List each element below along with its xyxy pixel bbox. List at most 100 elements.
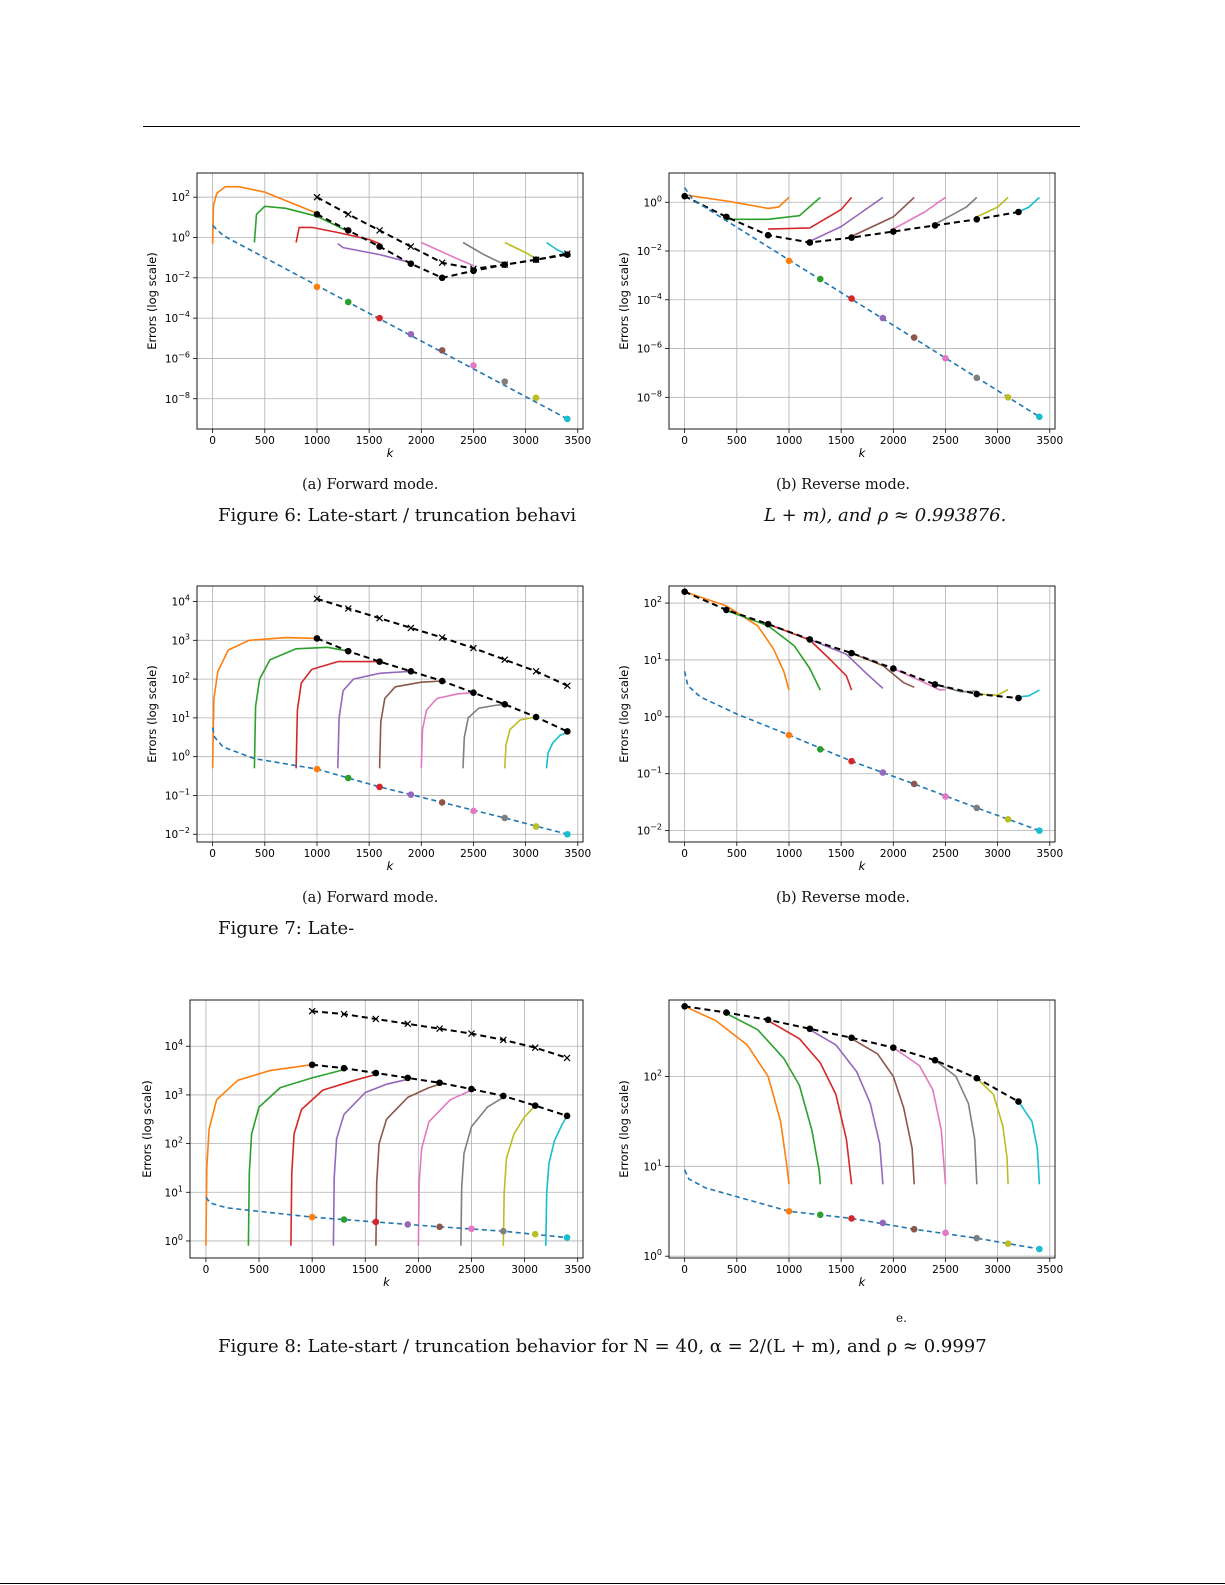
x-tick-label: 1000 — [776, 435, 803, 447]
series-dot — [816, 1211, 824, 1219]
fig6a-chart: 0 500 1000 1500 2000 2500 3000 3500 102 100 10−2 10… — [145, 172, 591, 460]
series-dot — [1036, 413, 1043, 421]
x-tick-label: 500 — [255, 848, 275, 860]
series-line — [768, 196, 853, 230]
y-tick-label: 100 — [165, 1233, 183, 1248]
series-line — [726, 196, 821, 221]
x-tick-label: 1000 — [299, 1264, 326, 1276]
series-marker — [313, 635, 321, 642]
series-dot — [376, 783, 383, 791]
series-marker — [532, 256, 540, 263]
series-dot — [344, 774, 352, 782]
y-tick-label: 10−4 — [637, 292, 662, 307]
series-marker — [532, 713, 540, 721]
series-dot — [407, 330, 415, 338]
series-dot — [785, 257, 793, 265]
y-tick-label: 10−4 — [165, 310, 190, 325]
series-marker — [848, 1034, 855, 1042]
series-marker — [889, 665, 897, 672]
y-axis-label: Errors (log scale) — [140, 1080, 154, 1177]
fig6b-subcaption: (b) Reverse mode. — [776, 477, 910, 493]
series-line — [504, 241, 537, 260]
series-dot — [816, 275, 824, 283]
y-axis-label: Errors (log scale) — [145, 665, 159, 762]
series-line — [420, 691, 474, 769]
x-tick-label: 1000 — [776, 848, 803, 860]
series-line — [684, 195, 1019, 244]
series-line — [684, 1005, 1019, 1103]
series-line — [683, 187, 1040, 418]
series-marker — [681, 1002, 688, 1010]
series-dot — [848, 757, 855, 765]
y-tick-label: 100 — [644, 709, 662, 724]
x-tick-label: 3000 — [511, 1264, 538, 1276]
series-line — [290, 1073, 377, 1246]
y-tick-label: 10−8 — [165, 391, 190, 406]
series-dot — [879, 1219, 887, 1227]
axes-frame — [668, 999, 1056, 1259]
series-line — [295, 660, 380, 769]
x-tick-label: 3000 — [984, 848, 1011, 860]
axes-frame — [668, 585, 1056, 843]
series-line — [502, 1105, 536, 1246]
x-tick-label: 3000 — [512, 435, 539, 447]
series-marker — [436, 1079, 443, 1087]
series-line — [205, 1063, 313, 1246]
header-rule — [143, 126, 1080, 127]
series-dot — [500, 1227, 507, 1235]
y-tick-label: 10−8 — [637, 389, 662, 404]
x-tick-label: 1500 — [828, 435, 855, 447]
series-dot — [470, 807, 477, 815]
series-dot — [973, 374, 981, 382]
series-line — [311, 1063, 568, 1117]
series-dot — [942, 793, 949, 800]
series-marker — [1015, 208, 1022, 216]
y-tick-label: 102 — [172, 189, 190, 204]
series-marker — [372, 1015, 380, 1023]
series-line — [420, 241, 474, 267]
x-tick-label: 500 — [727, 1264, 747, 1276]
y-tick-label: 101 — [644, 1158, 662, 1173]
axes-frame — [189, 999, 584, 1259]
series-dot — [785, 1207, 793, 1215]
x-tick-label: 500 — [727, 848, 747, 860]
series-line — [211, 727, 568, 835]
series-line — [892, 1046, 947, 1185]
fig8a-chart: 0 500 1000 1500 2000 2500 3000 3500 104 103 102 101… — [140, 999, 591, 1289]
series-dot — [879, 769, 887, 776]
x-tick-label: 1000 — [304, 435, 331, 447]
series-marker — [564, 251, 571, 258]
y-tick-label: 10−6 — [637, 341, 662, 356]
series-marker — [931, 681, 939, 688]
series-line — [1017, 1101, 1041, 1185]
series-marker — [438, 259, 446, 267]
x-tick-label: 500 — [249, 1264, 269, 1276]
series-marker — [468, 1085, 475, 1093]
series-dot — [942, 1229, 949, 1237]
series-dot — [438, 799, 446, 806]
series-line — [809, 196, 884, 243]
series-line — [809, 638, 884, 689]
series-marker — [376, 243, 383, 250]
x-tick-label: 3500 — [1036, 435, 1063, 447]
series-marker — [564, 728, 571, 735]
series-marker — [806, 239, 814, 246]
x-tick-label: 2000 — [880, 435, 907, 447]
fig7a-subcaption: (a) Forward mode. — [302, 890, 439, 906]
series-marker — [468, 1030, 475, 1038]
series-marker — [376, 658, 383, 665]
x-tick-label: 1500 — [828, 1264, 855, 1276]
x-tick-label: 0 — [681, 848, 688, 860]
x-tick-label: 0 — [681, 1264, 688, 1276]
series-line — [295, 226, 380, 245]
series-marker — [889, 228, 897, 235]
x-tick-label: 2500 — [932, 1264, 959, 1276]
plot-area — [211, 595, 571, 838]
axes-frame — [196, 585, 584, 843]
x-tick-label: 2500 — [460, 848, 487, 860]
series-line — [253, 205, 349, 243]
series-dot — [438, 347, 446, 354]
series-marker — [563, 1112, 571, 1120]
y-tick-label: 104 — [165, 1038, 183, 1053]
x-tick-label: 1500 — [356, 848, 383, 860]
